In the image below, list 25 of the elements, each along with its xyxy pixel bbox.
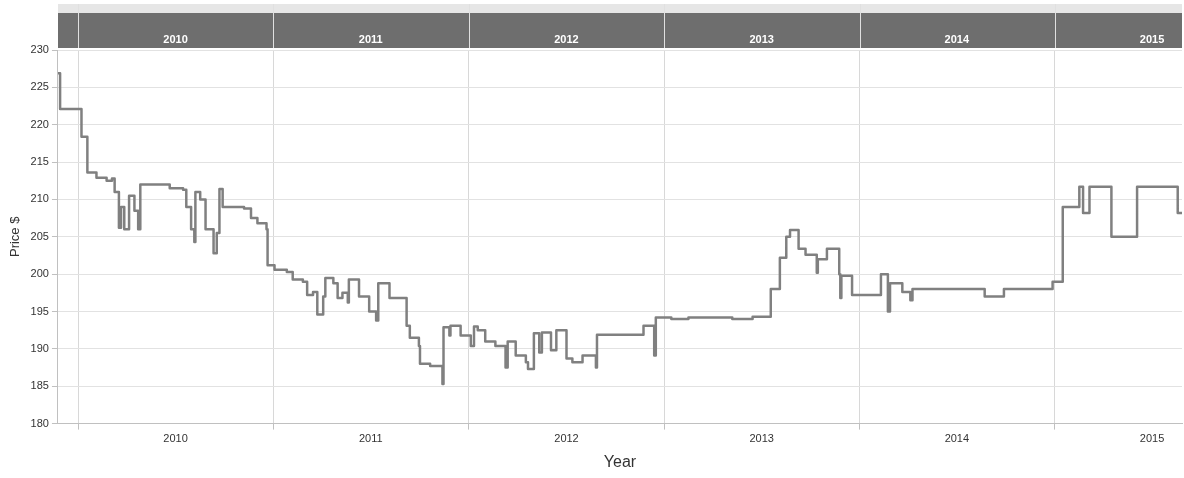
y-tick-label: 195: [30, 304, 49, 317]
y-tick-label: 220: [30, 117, 49, 130]
x-axis-title: Year: [603, 452, 637, 470]
y-tick-label: 185: [30, 379, 49, 392]
x-tick-label: 2014: [944, 33, 970, 45]
text: 2013: [749, 432, 774, 445]
x-tick-label: 2013: [749, 33, 774, 45]
text: 2011: [358, 432, 383, 445]
y-tick-label: 210: [30, 192, 49, 205]
y-tick-label: 180: [30, 416, 49, 429]
text: 2010: [163, 432, 188, 445]
y-tick-label: 225: [30, 80, 49, 93]
y-tick-label: 200: [30, 267, 49, 280]
x-tick-label: 2015: [1139, 33, 1165, 45]
y-tick-label: 230: [30, 43, 49, 56]
text: 2014: [944, 432, 970, 445]
y-tick-label: 190: [30, 341, 49, 354]
x-tick-label: 2011: [358, 33, 383, 45]
y-tick-label: 215: [30, 155, 49, 168]
x-tick-label: 2010: [163, 33, 188, 45]
text: 2012: [554, 432, 579, 445]
y-axis-title: Price $: [7, 215, 23, 258]
y-tick-label: 205: [30, 229, 49, 242]
x-tick-label: 2012: [554, 33, 579, 45]
text: 2015: [1139, 432, 1165, 445]
